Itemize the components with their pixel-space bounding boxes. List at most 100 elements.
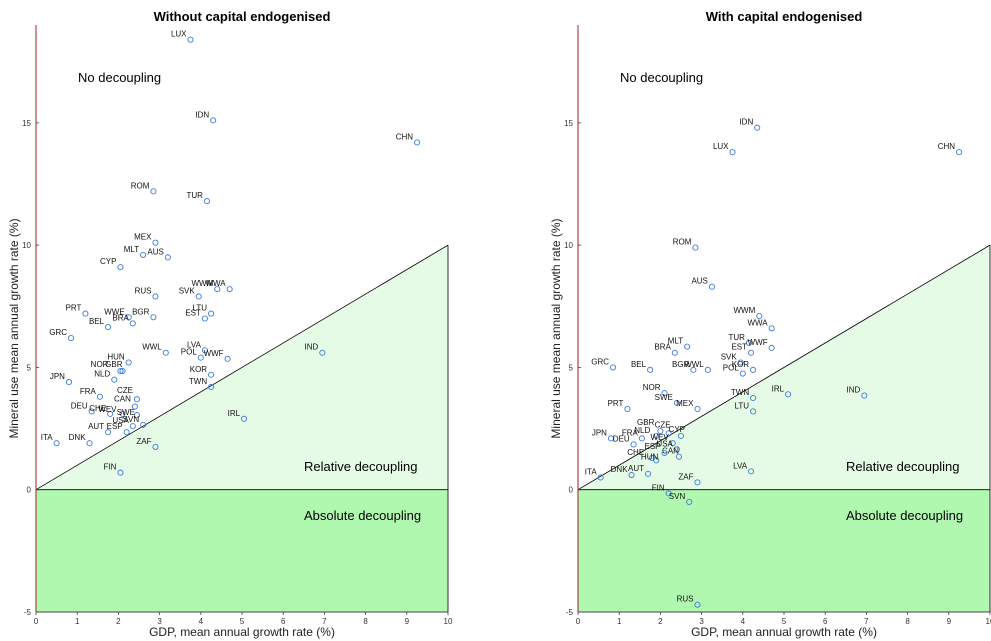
data-point-nor: [117, 368, 124, 375]
data-point-cze: [665, 430, 672, 437]
point-label-twn: TWN: [189, 377, 207, 386]
point-label-lva: LVA: [733, 461, 748, 470]
decoupling-line: [35, 244, 449, 491]
point-label-wwf: WWF: [748, 338, 768, 347]
data-point-pol: [197, 354, 204, 361]
point-label-bel: BEL: [89, 317, 105, 326]
x-tick-label: 6: [823, 617, 828, 626]
x-tick-label: 2: [116, 617, 121, 626]
data-point-chn: [956, 149, 963, 156]
point-label-wwa: WWA: [205, 279, 226, 288]
data-point-usa: [673, 446, 680, 453]
data-point-rom: [692, 244, 699, 251]
data-point-esp: [661, 449, 668, 457]
point-label-ind: IND: [305, 343, 319, 352]
data-point-irl: [241, 415, 248, 422]
x-tick-label: 3: [699, 617, 704, 626]
point-label-nor: NOR: [91, 360, 109, 369]
data-point-rom: [150, 188, 157, 195]
point-label-grc: GRC: [591, 357, 609, 366]
data-point-svn: [686, 498, 693, 505]
point-label-tur: TUR: [187, 191, 204, 200]
y-axis-label: Mineral use mean annual growth rate (%): [549, 218, 563, 438]
data-point-zaf: [694, 479, 701, 486]
data-point-aus: [708, 283, 715, 290]
point-label-wev: WEV: [651, 433, 670, 442]
data-point-mlt: [140, 251, 147, 258]
data-point-cyp: [677, 432, 685, 439]
data-point-kor: [750, 366, 757, 373]
point-label-nld: NLD: [634, 426, 650, 435]
point-label-svk: SVK: [721, 353, 738, 362]
data-point-aut: [105, 429, 112, 436]
data-point-jpn: [607, 435, 615, 442]
x-tick-label: 8: [363, 617, 368, 626]
data-point-mex: [694, 405, 701, 413]
x-tick-label: 5: [782, 617, 787, 626]
point-label-chn: CHN: [938, 142, 956, 151]
data-point-prt: [624, 405, 631, 413]
data-point-rus: [152, 293, 159, 300]
data-point-fin: [665, 490, 672, 497]
y-tick-label: -5: [566, 608, 574, 617]
point-label-usa: USA: [112, 416, 129, 425]
point-label-est: EST: [185, 309, 201, 318]
data-point-aus: [164, 254, 171, 261]
x-tick-label: 5: [240, 617, 245, 626]
point-label-gbr: GBR: [105, 360, 123, 369]
data-point-bgr: [690, 366, 697, 373]
data-point-wwm: [214, 286, 221, 293]
point-label-aut: AUT: [628, 464, 644, 473]
point-label-lux: LUX: [713, 142, 729, 151]
data-point-wwe: [125, 314, 132, 321]
point-label-cze: CZE: [655, 420, 671, 429]
data-point-idn: [210, 117, 217, 124]
point-label-deu: DEU: [613, 434, 630, 443]
data-point-ind: [861, 392, 868, 399]
point-label-irl: IRL: [228, 409, 241, 418]
data-point-est: [747, 349, 755, 356]
point-label-cyp: CYP: [100, 257, 116, 266]
x-tick-label: 8: [905, 617, 910, 626]
data-point-ita: [597, 474, 604, 481]
x-tick-label: 4: [199, 617, 204, 626]
point-label-svn: SVN: [669, 492, 686, 501]
data-point-swe: [673, 399, 680, 406]
data-point-tur: [203, 198, 211, 205]
data-point-bel: [105, 324, 112, 331]
x-tick-label: 2: [658, 617, 663, 626]
data-point-est: [201, 315, 208, 322]
point-label-chn: CHN: [396, 132, 414, 141]
data-point-ind: [319, 349, 326, 356]
data-point-bra: [671, 349, 678, 356]
y-tick-label: 5: [569, 363, 574, 372]
chart-title: With capital endogenised: [706, 9, 863, 24]
point-label-wev: WEV: [98, 405, 117, 414]
data-point-grc: [67, 335, 75, 342]
data-point-cyp: [117, 264, 124, 271]
point-label-wwm: WWM: [192, 279, 214, 288]
data-point-irl: [785, 391, 792, 398]
data-point-nld: [653, 432, 660, 439]
point-label-aus: AUS: [147, 247, 163, 256]
point-label-lux: LUX: [171, 30, 187, 39]
data-point-lva: [747, 468, 755, 475]
data-point-chn: [414, 139, 421, 146]
y-tick-label: 15: [564, 119, 573, 128]
point-label-gbr: GBR: [637, 418, 655, 427]
point-label-nld: NLD: [94, 370, 110, 379]
x-tick-label: 0: [34, 617, 39, 626]
data-point-bel: [647, 366, 654, 373]
data-point-ita: [53, 440, 60, 447]
x-tick-label: 9: [405, 617, 410, 626]
data-point-mex: [152, 239, 159, 246]
point-label-ltu: LTU: [735, 401, 750, 410]
data-point-can: [131, 403, 138, 410]
point-label-pol: POL: [181, 348, 198, 357]
data-point-svk: [195, 293, 202, 300]
point-label-fin: FIN: [652, 483, 665, 492]
point-label-swe: SWE: [117, 408, 135, 417]
point-label-rus: RUS: [677, 595, 694, 604]
point-label-jpn: JPN: [50, 372, 65, 381]
